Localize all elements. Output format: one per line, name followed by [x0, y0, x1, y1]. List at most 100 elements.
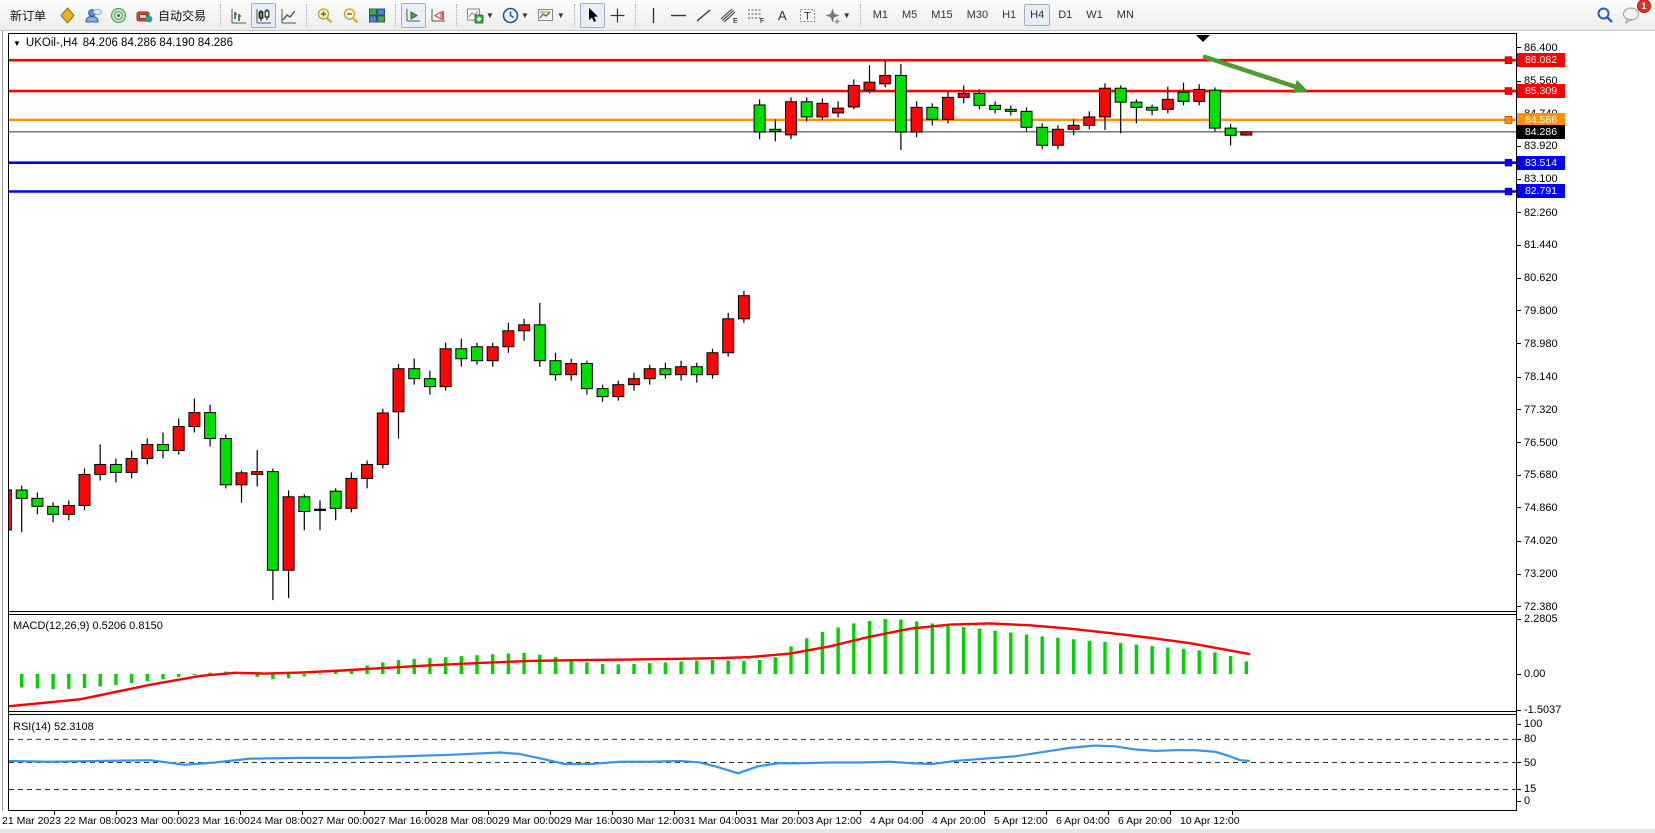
price-level-badge: 86.082 [1517, 53, 1565, 68]
macd-bar [98, 674, 102, 687]
scale-tick-label: 82.260 [1524, 206, 1558, 219]
timeframe-button-mn[interactable]: MN [1116, 9, 1134, 21]
price-pane[interactable] [9, 34, 1516, 611]
signals-button[interactable] [106, 3, 131, 28]
text-label-tool-button[interactable]: T [795, 3, 820, 28]
time-tick-mark [302, 811, 303, 815]
time-label: 30 Mar 12:00 [622, 815, 684, 827]
tile-windows-button[interactable] [364, 3, 390, 28]
macd-bar [1197, 650, 1201, 674]
fibonacci-tool-button[interactable]: F [743, 3, 770, 28]
candle [659, 368, 672, 376]
periods-button[interactable]: ▼ [498, 3, 533, 28]
timeframe-button-w1[interactable]: W1 [1086, 9, 1103, 21]
indicators-button[interactable]: ▼ [462, 3, 498, 28]
timeframe-button-h1[interactable]: H1 [1002, 9, 1017, 21]
candle [643, 368, 656, 380]
scale-tick-label: 83.920 [1524, 140, 1558, 153]
scale-tick-mark [1517, 343, 1521, 345]
templates-button[interactable]: ▼ [533, 3, 569, 28]
time-axis[interactable]: 21 Mar 2023 22 Mar 08:00 23 Mar 00:00 23 Ma… [0, 811, 1655, 829]
timeframe-button-h4[interactable]: H4 [1024, 4, 1051, 26]
scale-tick-mark [1517, 618, 1521, 620]
macd-pane[interactable] [9, 615, 1516, 711]
candle [1193, 88, 1206, 102]
tile-windows-icon [368, 7, 386, 24]
line-chart-button[interactable] [276, 3, 301, 28]
search-button[interactable] [1592, 3, 1618, 28]
chevron-down-icon: ▼ [520, 10, 529, 20]
pane-splitter[interactable] [9, 711, 1516, 715]
chart-ohlc-values: 84.206 84.286 84.190 84.286 [82, 37, 233, 49]
vertical-line-tool-button[interactable] [641, 3, 666, 28]
history-center-button[interactable] [55, 3, 80, 28]
macd-bar [318, 673, 322, 675]
scale-tick-label: 50 [1524, 756, 1537, 769]
chart-shift-button[interactable] [426, 3, 451, 28]
price-level-badge: 85.309 [1517, 84, 1565, 99]
candle [15, 489, 28, 499]
candle [800, 101, 813, 118]
svg-text:E: E [733, 18, 738, 24]
scale-tick-mark [1517, 540, 1521, 542]
candle [219, 438, 232, 486]
macd-bar [177, 674, 181, 677]
scale-tick-label: 74.020 [1524, 535, 1558, 548]
candle [1177, 91, 1190, 102]
chat-button[interactable]: 1 [1618, 0, 1651, 28]
candle [1067, 124, 1080, 130]
price-level-badge: 84.586 [1517, 112, 1565, 127]
horizontal-line-tool-button[interactable] [666, 3, 691, 28]
candle [1083, 116, 1096, 126]
profile-button[interactable] [80, 3, 106, 28]
cursor-tool-button[interactable] [579, 2, 605, 28]
new-order-button[interactable]: 新订单 [1, 3, 55, 28]
scale-tick-label: 0.00 [1524, 668, 1546, 680]
autotrading-button[interactable]: 自动交易 [131, 3, 215, 28]
macd-bar [930, 623, 934, 674]
line-chart-icon [280, 7, 297, 24]
rsi-value: 52.3108 [53, 721, 94, 733]
scale-tick-mark [1517, 762, 1521, 763]
arrows-tool-button[interactable]: ▼ [820, 3, 855, 28]
chart-title[interactable]: ▼ UKOil-,H4 84.206 84.286 84.190 84.286 [13, 37, 233, 49]
scale-tick-mark [1517, 723, 1521, 725]
chart-symbol-period: UKOil-,H4 [25, 37, 78, 49]
timeframe-button-m1[interactable]: M1 [872, 9, 888, 21]
scale-tick-label: 75.680 [1524, 469, 1558, 482]
line-anchor-marker [1504, 116, 1513, 124]
bar-chart-button[interactable] [226, 3, 251, 28]
bar-chart-icon [230, 7, 247, 24]
text-label-icon: T [799, 7, 816, 24]
fibonacci-icon: F [747, 7, 766, 24]
equidistant-channel-tool-button[interactable]: E [716, 3, 743, 28]
time-label: 31 Mar 04:00 [684, 815, 746, 827]
macd-bar [1071, 639, 1076, 674]
timeframe-button-m5[interactable]: M5 [902, 9, 918, 21]
timeframe-button-d1[interactable]: D1 [1058, 9, 1073, 21]
chart-dropdown-icon[interactable]: ▼ [13, 38, 21, 48]
macd-bar [867, 620, 872, 674]
timeframe-button-m15[interactable]: M15 [931, 9, 953, 21]
candle [785, 101, 797, 136]
trendline-tool-button[interactable] [691, 3, 716, 28]
auto-scroll-button[interactable] [401, 2, 427, 28]
timeframe-button-m30[interactable]: M30 [966, 9, 989, 21]
zoom-out-button[interactable] [338, 3, 364, 28]
crosshair-tool-button[interactable] [605, 3, 630, 28]
candle [533, 324, 546, 362]
candle [769, 128, 782, 132]
zoom-in-button[interactable] [312, 3, 338, 28]
macd-bar [67, 674, 71, 689]
text-tool-button[interactable]: A [770, 3, 795, 28]
scale-tick-mark [1517, 442, 1521, 443]
candle [408, 368, 421, 380]
candle [314, 508, 326, 512]
candle [926, 106, 939, 120]
rsi-pane[interactable] [9, 715, 1516, 810]
candlestick-chart-button[interactable] [251, 2, 277, 28]
price-scale[interactable]: 86.40085.56084.74083.92083.10082.26081.4… [1517, 33, 1655, 811]
candle [957, 92, 970, 98]
pane-splitter[interactable] [9, 611, 1516, 615]
macd-bar [51, 674, 55, 690]
